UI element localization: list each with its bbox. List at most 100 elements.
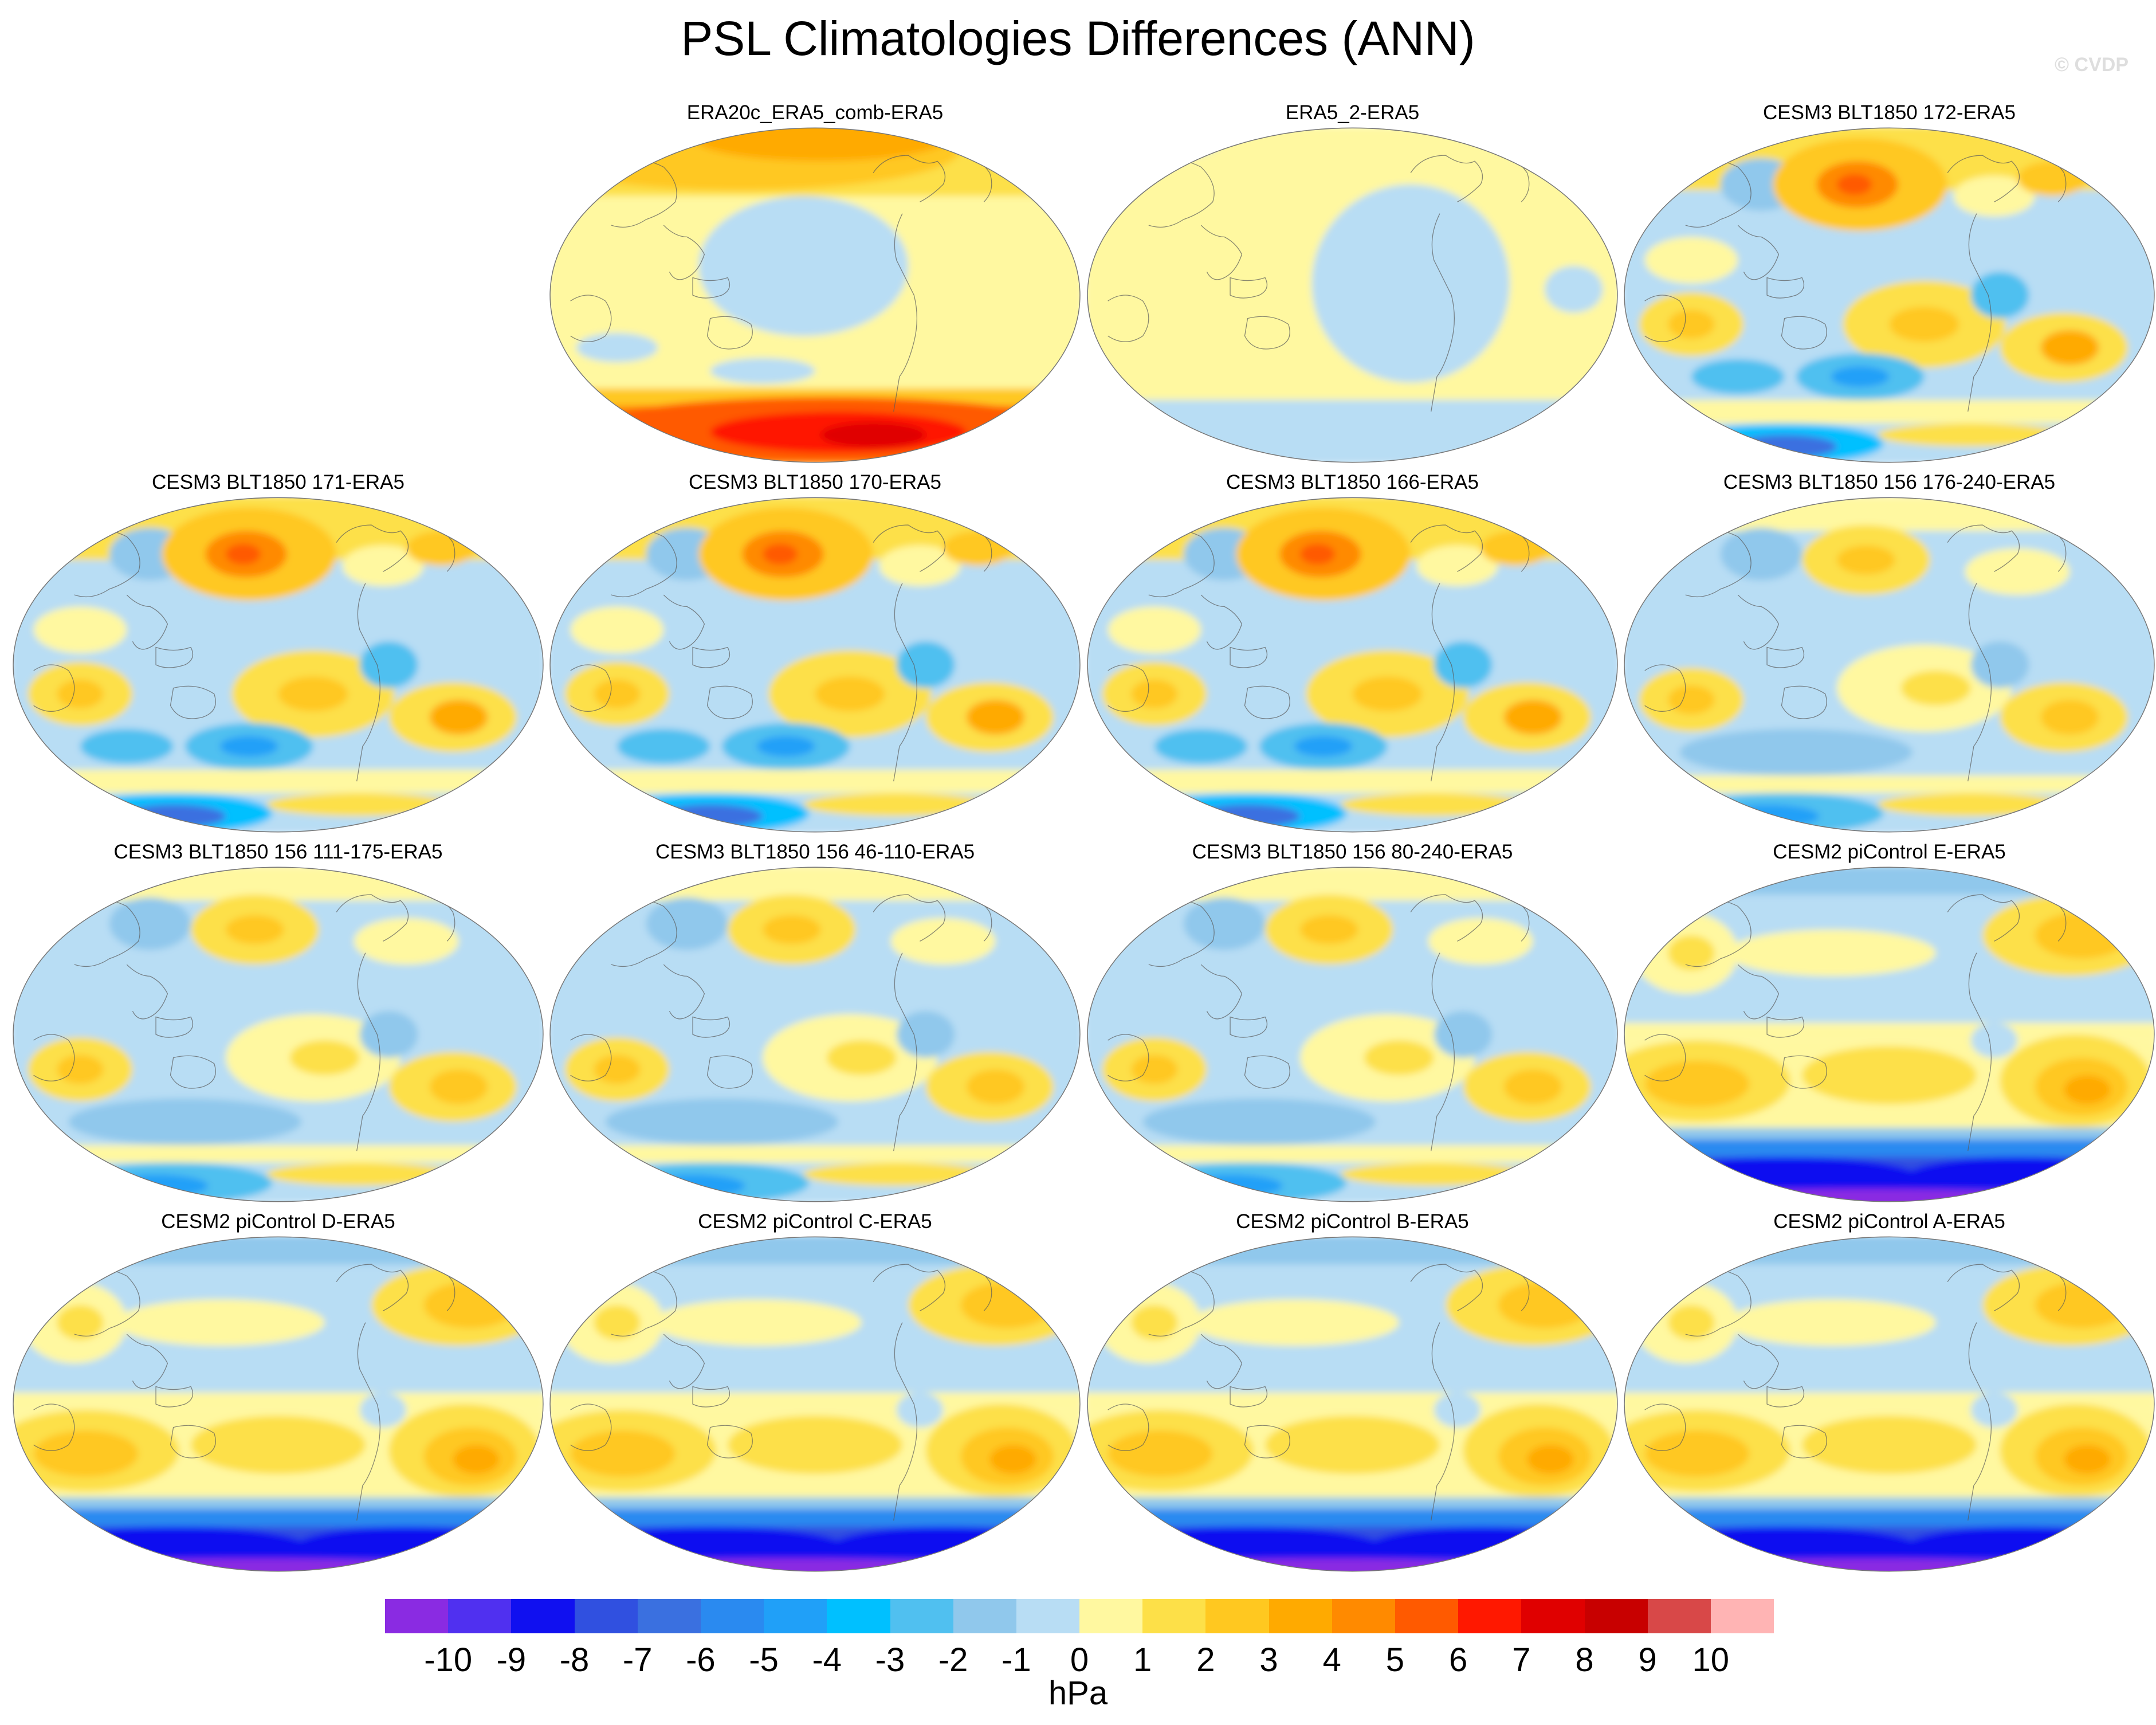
colorbar-swatch [1079, 1599, 1143, 1633]
colorbar-tick-label: 6 [1448, 1641, 1468, 1679]
robinson-map [549, 497, 1081, 833]
colorbar-tick-label: 5 [1385, 1641, 1405, 1679]
map-panel-p8: CESM3 BLT1850 156 111-175-ERA5 [10, 840, 546, 1212]
coastlines [33, 888, 455, 1151]
map-outline [13, 867, 544, 1202]
colorbar-tick-label: -3 [875, 1641, 905, 1679]
map-outline [1624, 127, 2155, 463]
map-panel-p2: ERA5_2-ERA5 [1085, 100, 1620, 473]
panel-title: CESM3 BLT1850 156 176-240-ERA5 [1723, 471, 2056, 493]
colorbar-swatch [1395, 1599, 1459, 1633]
colorbar-swatch [1458, 1599, 1522, 1633]
colorbar-tick-label: 1 [1133, 1641, 1152, 1679]
coastlines [570, 1258, 992, 1521]
coastlines [570, 149, 992, 412]
colorbar-tick-label: -2 [938, 1641, 968, 1679]
robinson-map [13, 497, 544, 833]
colorbar-tick-label: 8 [1575, 1641, 1594, 1679]
map-panel-p4: CESM3 BLT1850 171-ERA5 [10, 470, 546, 842]
colorbar-swatch [511, 1599, 575, 1633]
coastlines [1644, 519, 2067, 782]
colorbar-swatch [574, 1599, 638, 1633]
panel-title: ERA5_2-ERA5 [1285, 101, 1420, 124]
panel-title: CESM3 BLT1850 170-ERA5 [689, 471, 941, 493]
panel-title: CESM3 BLT1850 171-ERA5 [152, 471, 405, 493]
coastlines [1108, 888, 1530, 1151]
colorbar-tick-label: 4 [1322, 1641, 1341, 1679]
colorbar-tick-label: 7 [1512, 1641, 1531, 1679]
map-panel-p7: CESM3 BLT1850 156 176-240-ERA5 [1621, 470, 2156, 842]
robinson-map [1624, 497, 2155, 833]
panel-title: CESM3 BLT1850 172-ERA5 [1763, 101, 2016, 124]
colorbar-tick-label: 0 [1070, 1641, 1089, 1679]
psl-difference-field [550, 867, 1080, 1202]
psl-difference-field [13, 867, 543, 1202]
colorbar-swatch [1016, 1599, 1080, 1633]
panel-title: CESM2 piControl B-ERA5 [1236, 1210, 1469, 1233]
map-panel-p14: CESM2 piControl B-ERA5 [1085, 1209, 1620, 1582]
map-panel-p5: CESM3 BLT1850 170-ERA5 [547, 470, 1083, 842]
coastlines [570, 888, 992, 1151]
map-panel-p12: CESM2 piControl D-ERA5 [10, 1209, 546, 1582]
coastlines [1108, 149, 1530, 412]
colorbar-tick-label: -7 [622, 1641, 653, 1679]
panel-title: CESM2 piControl D-ERA5 [161, 1210, 395, 1233]
robinson-map [1087, 497, 1618, 833]
colorbar-swatch [1521, 1599, 1585, 1633]
map-outline [1624, 867, 2155, 1202]
colorbar-swatch [953, 1599, 1016, 1633]
colorbar-swatch [700, 1599, 764, 1633]
colorbar-swatch [1142, 1599, 1206, 1633]
map-outline [549, 497, 1081, 833]
colorbar-swatch [1205, 1599, 1269, 1633]
robinson-map [1624, 867, 2155, 1202]
colorbar-tick-label: -1 [1002, 1641, 1031, 1679]
figure-title: PSL Climatologies Differences (ANN) [681, 11, 1475, 65]
robinson-map [1624, 127, 2155, 463]
colorbar-units-label: hPa [1048, 1675, 1108, 1712]
map-outline [1087, 497, 1618, 833]
robinson-map [1087, 127, 1618, 463]
map-outline [549, 867, 1081, 1202]
map-outline [1087, 127, 1618, 463]
map-panel-p6: CESM3 BLT1850 166-ERA5 [1085, 470, 1620, 842]
robinson-map [549, 127, 1081, 463]
colorbar-swatch [827, 1599, 890, 1633]
watermark: © CVDP [2055, 54, 2128, 76]
colorbar-tick-label: -10 [424, 1641, 473, 1679]
map-panel-p15: CESM2 piControl A-ERA5 [1621, 1209, 2156, 1582]
robinson-map [1624, 1236, 2155, 1572]
colorbar-swatch [1584, 1599, 1648, 1633]
colorbar-tick-label: 2 [1196, 1641, 1215, 1679]
colorbar-tick-label: 3 [1259, 1641, 1278, 1679]
panel-title: CESM3 BLT1850 156 46-110-ERA5 [655, 841, 975, 863]
colorbar-tick-label: 10 [1692, 1641, 1730, 1679]
robinson-map [1087, 867, 1618, 1202]
colorbar-swatch [1269, 1599, 1332, 1633]
panel-title: CESM2 piControl C-ERA5 [698, 1210, 932, 1233]
coastlines [1644, 1258, 2067, 1521]
colorbar-tick-label: -4 [812, 1641, 842, 1679]
map-panel-p1: ERA20c_ERA5_comb-ERA5 [547, 100, 1083, 473]
colorbar-swatch [764, 1599, 827, 1633]
map-panel-p11: CESM2 piControl E-ERA5 [1621, 840, 2156, 1212]
panel-title: ERA20c_ERA5_comb-ERA5 [686, 101, 944, 124]
map-panel-p9: CESM3 BLT1850 156 46-110-ERA5 [547, 840, 1083, 1212]
colorbar-swatch [637, 1599, 701, 1633]
map-outline [13, 497, 544, 833]
colorbar-swatch [448, 1599, 512, 1633]
robinson-map [549, 1236, 1081, 1572]
colorbar-tick-label: -8 [559, 1641, 590, 1679]
map-outline [13, 1236, 544, 1572]
colorbar-swatch [1710, 1599, 1774, 1633]
robinson-map [549, 867, 1081, 1202]
panel-title: CESM2 piControl A-ERA5 [1773, 1210, 2005, 1233]
map-panel-p10: CESM3 BLT1850 156 80-240-ERA5 [1085, 840, 1620, 1212]
colorbar-tick-label: -5 [749, 1641, 779, 1679]
robinson-map [13, 867, 544, 1202]
map-outline [549, 1236, 1081, 1572]
colorbar-swatch [1332, 1599, 1395, 1633]
colorbar-tick-labels: -10 -9 -8 -7 -6 -5 -4 -3 -2 -1 0 1 2 3 4 5 6 7 8 9 10 [385, 1640, 1774, 1680]
robinson-map [13, 1236, 544, 1572]
robinson-map [1087, 1236, 1618, 1572]
